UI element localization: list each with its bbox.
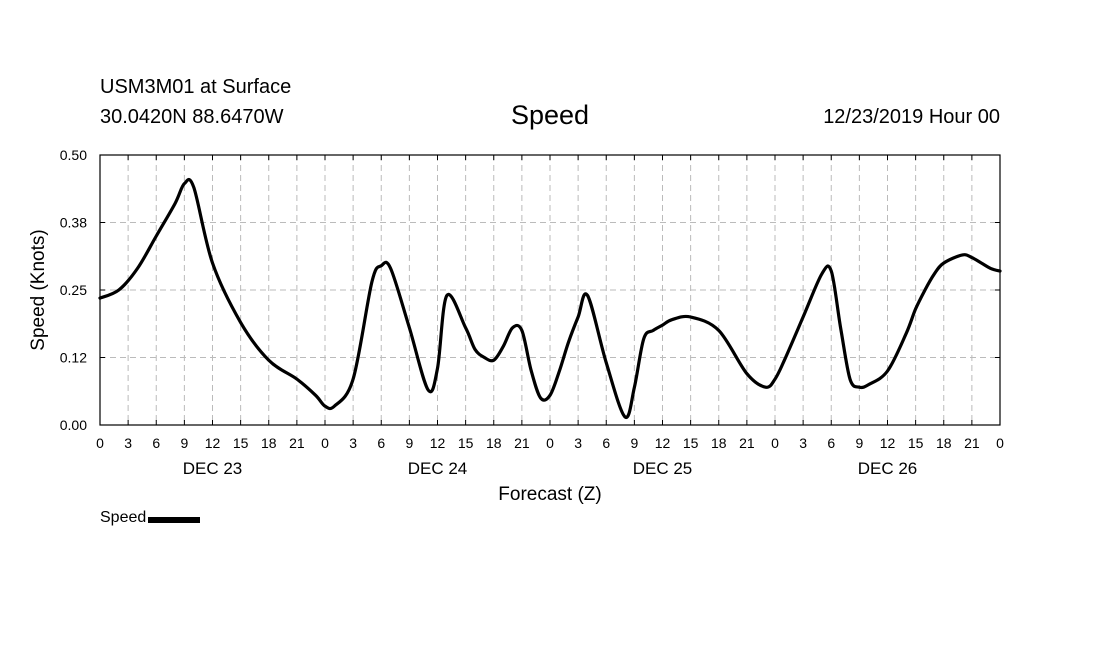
x-tick-label: 12 [205,435,221,451]
y-tick-label: 0.00 [60,417,87,433]
grid [100,155,1000,425]
x-tick-label: 0 [321,435,329,451]
legend-label-speed: Speed [100,509,147,526]
x-tick-label: 15 [908,435,924,451]
x-tick-label: 3 [349,435,357,451]
chart-title: Speed [510,100,590,130]
x-tick-label: 18 [711,435,727,451]
station-label: USM3M01 at Surface [100,76,292,98]
legend: Speed [100,509,201,527]
legend-swatch-speed [148,517,201,523]
x-tick-label: 3 [124,435,132,451]
x-tick-label: 6 [377,435,385,451]
y-tick-label: 0.50 [60,147,87,163]
x-tick-label: 9 [855,435,863,451]
y-tick-label: 0.25 [60,282,87,298]
x-tick-label: 0 [771,435,779,451]
x-tick-label: 21 [739,435,755,451]
x-day-label: DEC 25 [633,459,693,478]
y-tick-label: 0.38 [60,215,87,231]
x-tick-label: 18 [261,435,277,451]
series-line-speed [98,177,1002,419]
x-tick-label: 21 [289,435,305,451]
x-day-label: DEC 26 [858,459,918,478]
station-coordinates: 30.0420N 88.6470W [100,106,284,128]
x-tick-label: 12 [655,435,671,451]
y-axis-title: Speed (Knots) [28,229,49,350]
forecast-run-time: 12/23/2019 Hour 00 [823,106,1000,128]
axis-ticks [99,154,1001,426]
x-tick-label: 9 [405,435,413,451]
x-tick-label: 9 [630,435,638,451]
x-axis-title: Forecast (Z) [498,484,601,505]
x-tick-label: 9 [180,435,188,451]
x-tick-label: 15 [683,435,699,451]
x-tick-label: 0 [996,435,1004,451]
x-tick-label: 15 [233,435,249,451]
x-tick-label: 12 [430,435,446,451]
x-tick-label: 12 [880,435,896,451]
x-tick-label: 18 [936,435,952,451]
x-tick-label: 18 [486,435,502,451]
x-tick-label: 3 [799,435,807,451]
x-tick-label: 21 [514,435,530,451]
x-tick-label: 0 [96,435,104,451]
x-day-label: DEC 23 [183,459,243,478]
x-tick-label: 6 [152,435,160,451]
x-tick-label: 3 [574,435,582,451]
x-tick-label: 21 [964,435,980,451]
y-tick-label: 0.12 [60,350,87,366]
x-tick-label: 0 [546,435,554,451]
x-day-label: DEC 24 [408,459,468,478]
x-tick-label: 15 [458,435,474,451]
axis-labels: 0 3 6 9 12 15 18 21 0 3 6 9 12 15 18 21 0 3 6 9 12 15 18 21 0 3 6 9… [60,147,1004,478]
x-tick-label: 6 [827,435,835,451]
x-tick-label: 6 [602,435,610,451]
